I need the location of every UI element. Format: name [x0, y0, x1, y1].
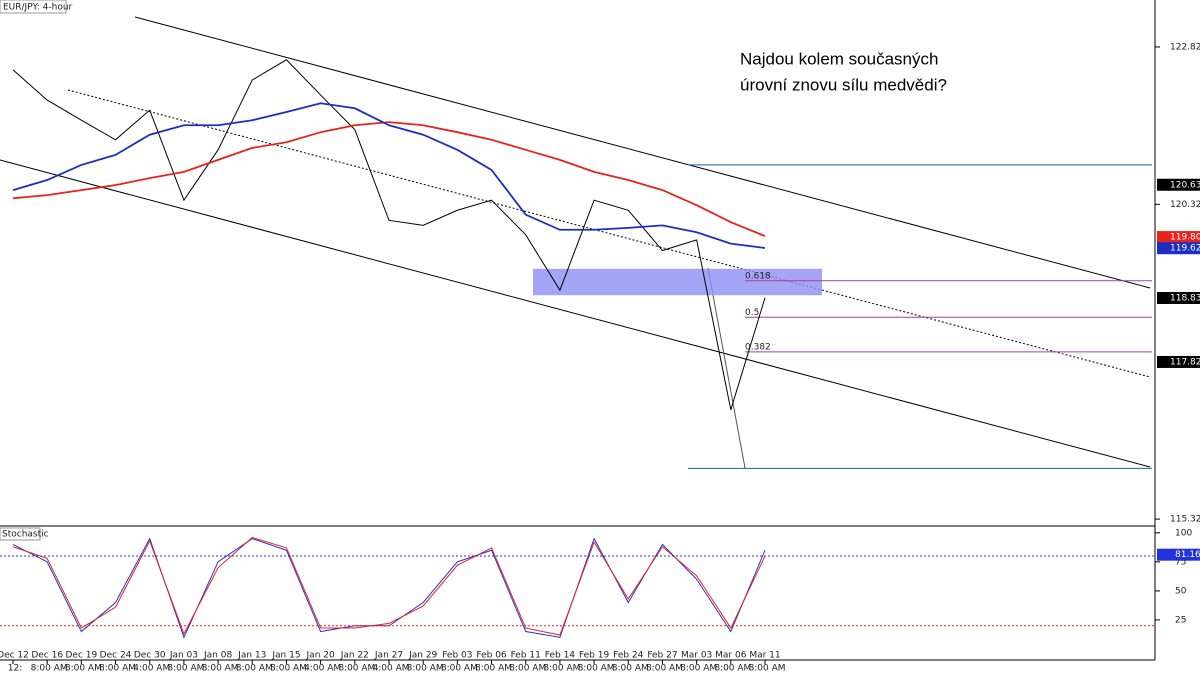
channel-upper [134, 16, 1151, 289]
fib-label: 0.618 [745, 271, 771, 281]
headline: úrovní znovu sílu medvědi? [740, 75, 947, 94]
x-time-label: 4:00 AM [133, 664, 170, 674]
x-time-label: 8:00 AM [99, 664, 136, 674]
x-time-label: 8:00 AM [407, 664, 444, 674]
x-time-label: 12: [8, 664, 22, 674]
x-tick-label: Dec 30 [134, 651, 166, 661]
x-time-label: 8:00 AM [202, 664, 239, 674]
x-tick-label: Jan 13 [237, 651, 266, 661]
x-time-label: 8:00 AM [338, 664, 375, 674]
price-label-box [1157, 178, 1200, 191]
x-tick-label: Jan 03 [169, 651, 198, 661]
price-label: 119.627 [1170, 244, 1200, 254]
x-tick-label: Dec 19 [65, 651, 97, 661]
x-tick-label: Feb 27 [647, 651, 677, 661]
fib-label: 0.5 [745, 308, 759, 318]
price-label-box [1157, 292, 1200, 305]
x-time-label: 8:00 AM [270, 664, 307, 674]
x-tick-label: Dec 12 [0, 651, 29, 661]
x-time-label: 8:00 AM [65, 664, 102, 674]
stoch-title: Stochastic [2, 530, 49, 540]
x-tick-label: Feb 24 [613, 651, 644, 661]
x-tick-label: Jan 20 [306, 651, 335, 661]
x-tick-label: Jan 29 [408, 651, 437, 661]
x-tick-label: Feb 06 [476, 651, 507, 661]
stoch-label: 81.16 [1175, 550, 1200, 560]
series-line [12, 121, 766, 237]
x-tick-label: Jan 08 [203, 651, 232, 661]
stoch-label-box [1157, 548, 1200, 561]
x-time-label: 8:00 AM [475, 664, 512, 674]
price-label-box [1157, 355, 1200, 368]
x-tick-label: Mar 03 [681, 651, 712, 661]
series-line [12, 102, 766, 249]
x-time-label: 4:00 AM [304, 664, 341, 674]
price-label: 120.635 [1170, 180, 1200, 190]
fib-label: 0.382 [745, 342, 771, 352]
fib-anchor [707, 267, 746, 469]
x-time-label: 8:00 AM [578, 664, 615, 674]
x-time-label: 8:00 AM [749, 664, 786, 674]
y-tick-label: 75 [1175, 557, 1186, 567]
price-label-box [1157, 231, 1200, 244]
x-time-label: 8:00 AM [543, 664, 580, 674]
x-tick-label: Feb 03 [442, 651, 472, 661]
x-time-label: 8:00 AM [646, 664, 683, 674]
x-time-label: 8:00 AM [680, 664, 717, 674]
x-time-label: 8:00 AM [236, 664, 273, 674]
channel-mid [67, 89, 1151, 378]
y-tick-label: 100 [1175, 528, 1192, 538]
x-tick-label: Jan 15 [271, 651, 300, 661]
chart-title: EUR/JPY: 4-hour [3, 3, 73, 13]
price-label: 118.836 [1170, 294, 1200, 304]
y-tick-label: 50 [1175, 586, 1187, 596]
price-label-box [1157, 242, 1200, 255]
y-tick-label: 120.324 [1170, 200, 1200, 210]
series-line [12, 59, 766, 410]
x-time-label: 8:00 AM [714, 664, 751, 674]
x-time-label: 4:00 AM [373, 664, 410, 674]
x-time-label: 8:00 AM [441, 664, 478, 674]
x-tick-label: Dec 24 [100, 651, 132, 661]
y-tick-label: 25 [1175, 615, 1186, 625]
title-box [0, 0, 67, 14]
supply-zone [533, 268, 822, 296]
x-tick-label: Jan 27 [374, 651, 403, 661]
y-tick-label: 115.324 [1170, 515, 1200, 525]
y-tick-label: 122.824 [1170, 42, 1200, 52]
x-tick-label: Mar 06 [715, 651, 747, 661]
x-tick-label: Mar 11 [749, 651, 780, 661]
x-time-label: 8:00 AM [167, 664, 204, 674]
x-tick-label: Jan 22 [340, 651, 369, 661]
stoch-title-box [0, 527, 41, 541]
headline: Najdou kolem současných [740, 49, 938, 68]
x-tick-label: Feb 11 [511, 651, 541, 661]
x-time-label: 8:00 AM [509, 664, 546, 674]
price-label: 117.820 [1170, 357, 1200, 367]
x-tick-label: Dec 16 [31, 651, 63, 661]
x-time-label: 8:00 AM [31, 664, 68, 674]
price-label: 119.804 [1170, 233, 1200, 243]
x-tick-label: Feb 19 [579, 651, 610, 661]
series-line [12, 536, 766, 636]
x-time-label: 8:00 AM [612, 664, 649, 674]
channel-lower [0, 159, 1151, 468]
x-tick-label: Feb 14 [545, 651, 576, 661]
